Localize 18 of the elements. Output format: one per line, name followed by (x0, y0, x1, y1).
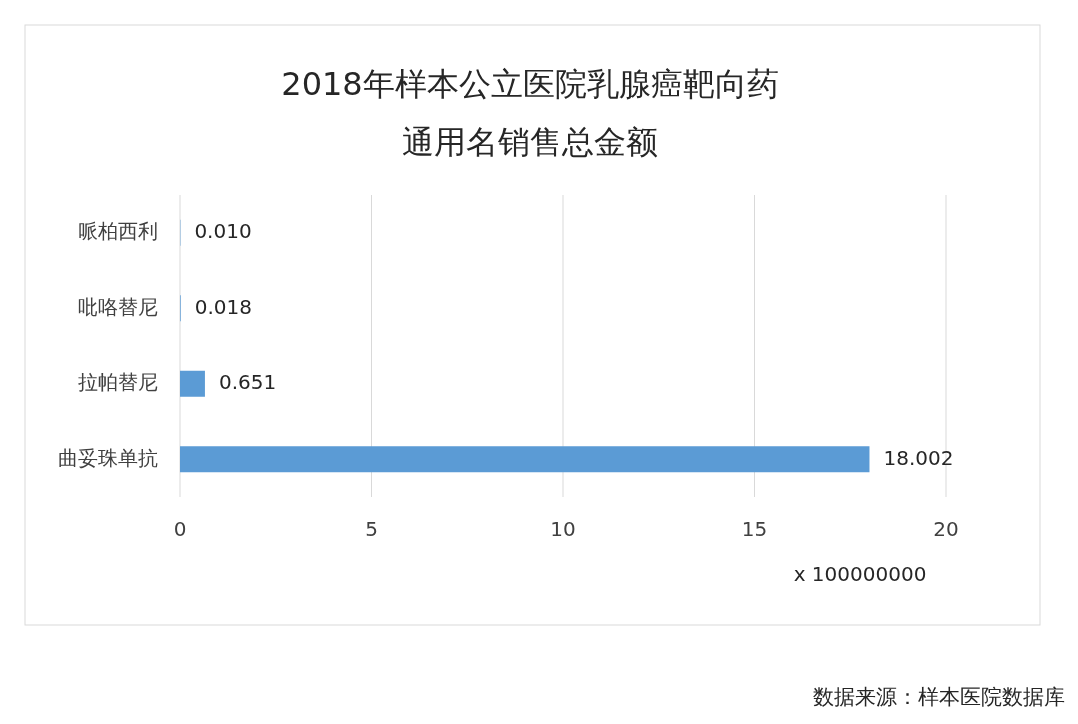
chart-title: 2018年样本公立医院乳腺癌靶向药通用名销售总金额 (280, 64, 780, 163)
x-axis-title: x 100000000 (793, 561, 927, 586)
x-tick-label: 5 (365, 516, 378, 541)
y-tick-label: 哌柏西利 (78, 219, 158, 244)
y-tick-label: 曲妥珠单抗 (58, 445, 158, 470)
source-note: 数据来源：样本医院数据库 (813, 685, 1065, 709)
data-label: 0.651 (218, 370, 277, 395)
x-tick-label: 15 (741, 516, 768, 541)
x-tick-label: 10 (550, 516, 576, 541)
x-tick-label: 0 (173, 516, 187, 541)
bar (180, 370, 205, 397)
y-tick-label: 拉帕替尼 (78, 370, 158, 395)
bar (180, 446, 870, 473)
data-label: 0.018 (194, 294, 252, 319)
data-label: 0.010 (194, 219, 252, 244)
y-tick-label: 吡咯替尼 (78, 294, 158, 319)
data-label: 18.002 (883, 445, 954, 470)
x-tick-label: 20 (933, 516, 959, 541)
